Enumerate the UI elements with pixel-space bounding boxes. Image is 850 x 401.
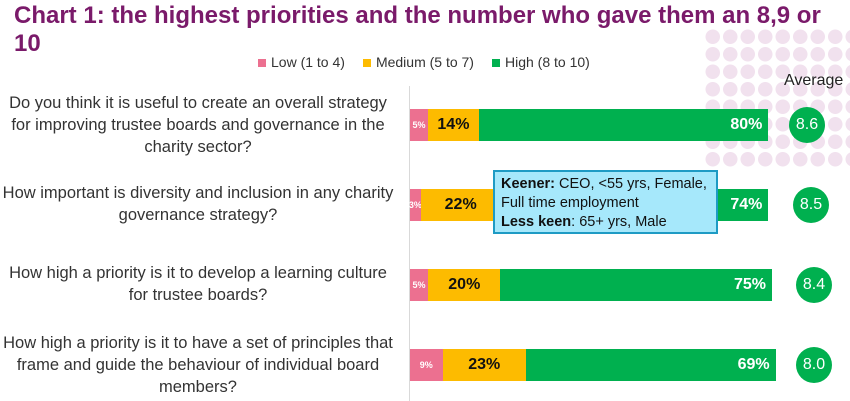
legend-swatch <box>362 59 371 67</box>
legend-label: High (8 to 10) <box>504 54 590 70</box>
category-axis-line <box>409 86 410 401</box>
data-label: 5% <box>412 280 426 290</box>
bar-segment-low: 3% <box>408 189 422 221</box>
chart-title: Chart 1: the highest priorities and the … <box>14 2 821 57</box>
data-label: 22% <box>444 196 477 213</box>
decorative-dot-pattern <box>704 28 850 168</box>
keener-label: Keener: <box>501 176 555 192</box>
data-label: 3% <box>408 200 422 210</box>
less-keen-label: Less keen <box>501 214 572 230</box>
stacked-bar: 5% 14% 80% <box>410 109 769 141</box>
category-label: Do you think it is useful to create an o… <box>9 94 387 156</box>
bar-segment-high: 75% <box>500 269 772 301</box>
legend-swatch <box>258 59 266 67</box>
data-label: 5% <box>412 120 426 130</box>
data-label: 9% <box>419 360 433 370</box>
average-header: Average <box>784 72 844 89</box>
average-badge: 8.6 <box>789 107 825 143</box>
category-label: How high a priority is it to have a set … <box>3 334 393 396</box>
data-label: 75% <box>733 276 766 293</box>
average-badge: 8.0 <box>796 347 832 383</box>
legend: Low (1 to 4) Medium (5 to 7) High (8 to 10… <box>258 54 590 70</box>
bar-segment-med: 20% <box>428 269 501 301</box>
legend-item: Medium (5 to 7) <box>362 54 474 70</box>
bar-segment-high: 80% <box>478 109 769 141</box>
category-label: How high a priority is it to develop a l… <box>9 264 387 304</box>
bar-segment-high: 69% <box>525 349 776 381</box>
bar-segment-low: 5% <box>410 109 429 141</box>
data-label: 23% <box>468 356 501 373</box>
bar-segment-med: 14% <box>428 109 479 141</box>
less-keen-text: : 65+ yrs, Male <box>571 214 667 230</box>
bar-segment-low: 5% <box>410 269 429 301</box>
data-label: 14% <box>437 116 470 133</box>
data-label: 69% <box>737 356 770 373</box>
bar-segment-low: 9% <box>410 349 443 381</box>
average-badge: 8.4 <box>796 267 832 303</box>
legend-label: Medium (5 to 7) <box>375 54 474 70</box>
data-label: 20% <box>448 276 481 293</box>
average-badge: 8.5 <box>793 187 829 223</box>
legend-item: High (8 to 10) <box>491 54 590 70</box>
annotation-box: Keener: CEO, <55 yrs, Female, Full time … <box>493 170 718 234</box>
bar-segment-med: 22% <box>420 189 501 221</box>
data-label: 80% <box>730 116 763 133</box>
data-label: 74% <box>730 196 763 213</box>
legend-swatch <box>491 59 500 67</box>
legend-label: Low (1 to 4) <box>271 54 345 70</box>
legend-item: Low (1 to 4) <box>258 54 345 70</box>
stacked-bar: 5% 20% 75% <box>410 269 772 301</box>
bar-segment-med: 23% <box>442 349 526 381</box>
keener-text: CEO, <55 yrs, Female, Full time employme… <box>501 176 707 211</box>
category-label: How important is diversity and inclusion… <box>2 184 394 224</box>
stacked-bar: 9% 23% 69% <box>410 349 776 381</box>
